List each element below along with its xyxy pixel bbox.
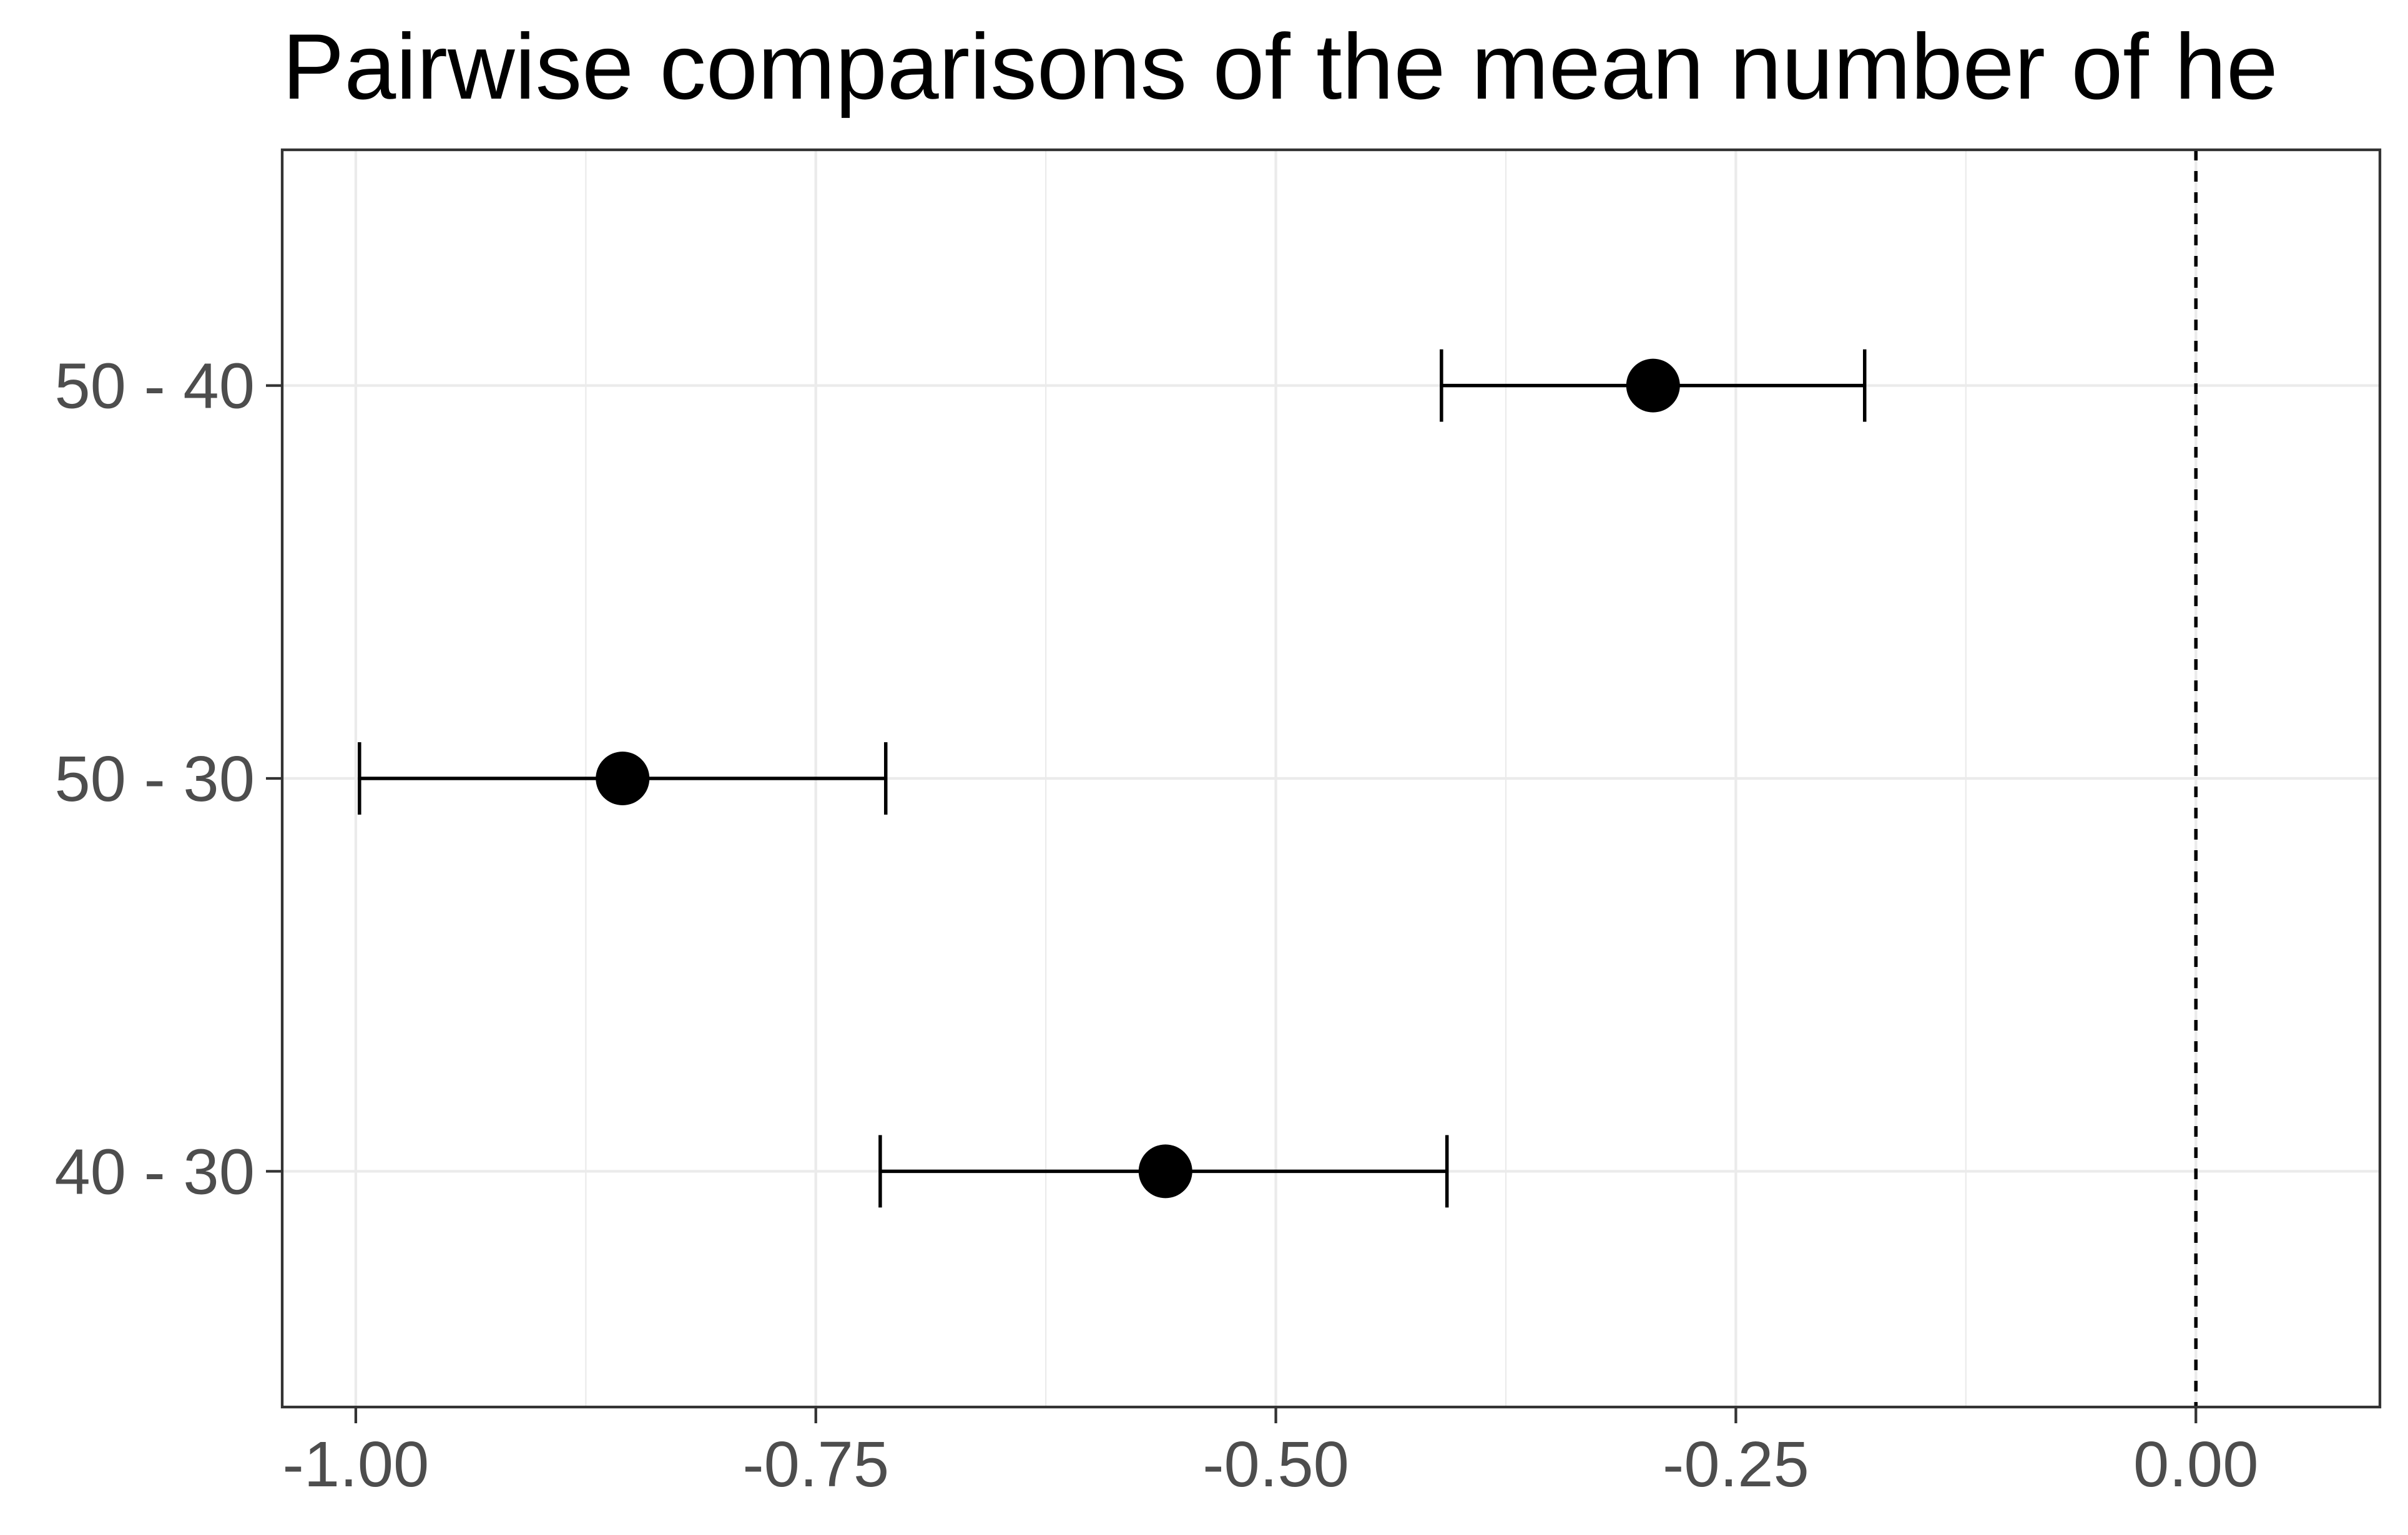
x-tick-label: -1.00: [283, 1428, 430, 1500]
y-tick-label: 40 - 30: [54, 1135, 255, 1207]
x-tick-label: -0.75: [742, 1428, 889, 1500]
data-marks: [358, 349, 1867, 1208]
x-tick-label: -0.25: [1663, 1428, 1809, 1500]
x-tick-label: -0.50: [1202, 1428, 1349, 1500]
point-estimate-1: [596, 752, 650, 805]
point-estimate-2: [1138, 1144, 1192, 1199]
x-tick-label: 0.00: [2133, 1428, 2258, 1500]
point-estimate-0: [1626, 358, 1680, 413]
chart-title: Pairwise comparisons of the mean number …: [282, 14, 2278, 119]
axes: 50 - 40 50 - 30 40 - 30 -1.00 -0.75 -0.50 -0.2…: [54, 350, 2258, 1500]
y-tick-label: 50 - 30: [54, 743, 255, 815]
y-tick-label: 50 - 40: [54, 350, 255, 422]
